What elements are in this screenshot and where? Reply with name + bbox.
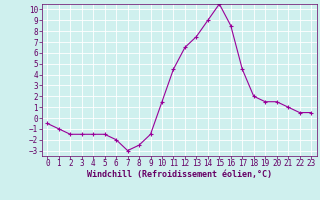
X-axis label: Windchill (Refroidissement éolien,°C): Windchill (Refroidissement éolien,°C) <box>87 170 272 179</box>
